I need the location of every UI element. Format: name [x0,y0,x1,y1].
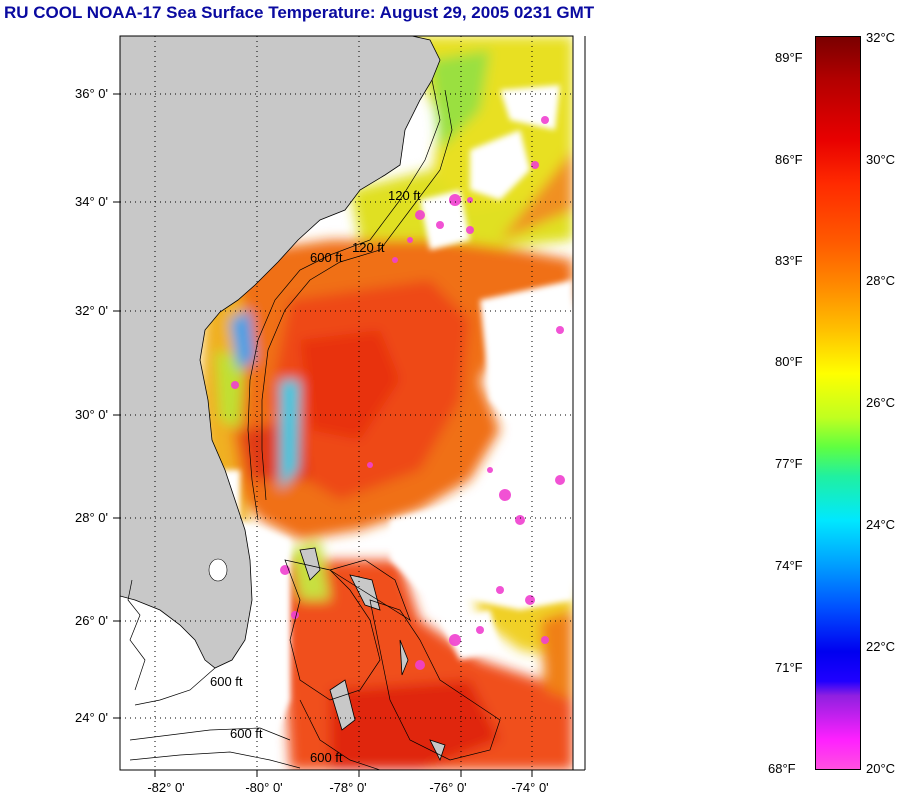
lat-label: 24° 0' [75,710,108,725]
lon-label: -74° 0' [511,780,548,795]
bahamas-islands [299,547,446,762]
contour-labels: 600 ft 120 ft 120 ft 600 ft 600 ft 600 f… [210,188,421,765]
colorbar-c-label: 32°C [866,30,896,45]
colorbar-c-label: 28°C [866,273,896,288]
contour-label: 600 ft [310,750,343,765]
cloud-edge-pixels [231,116,565,670]
lat-label: 28° 0' [75,510,108,525]
colorbar-f-label: 83°F [775,253,803,268]
colorbar-f-label: 71°F [775,660,803,675]
map-title: RU COOL NOAA-17 Sea Surface Temperature:… [4,3,595,22]
colorbar-c-label: 22°C [866,639,896,654]
land-mass [120,36,441,669]
colorbar-f-label: 77°F [775,456,803,471]
colorbar-f-label: 68°F [768,761,796,776]
bathymetry-contours [127,79,501,770]
contour-label: 600 ft [230,726,263,741]
colorbar-c-label: 24°C [866,517,896,532]
colorbar-c-label: 20°C [866,761,896,776]
contour-label: 120 ft [352,240,385,255]
lake-okeechobee [208,558,228,582]
contour-label: 120 ft [388,188,421,203]
contour-label: 600 ft [310,250,343,265]
colorbar-f-label: 74°F [775,558,803,573]
lon-labels: -82° 0' -80° 0' -78° 0' -76° 0' -74° 0' [147,780,548,795]
lat-label: 30° 0' [75,407,108,422]
lat-label: 36° 0' [75,86,108,101]
colorbar-f-label: 89°F [775,50,803,65]
lon-label: -78° 0' [329,780,366,795]
lat-label: 34° 0' [75,194,108,209]
colorbar-c-label: 30°C [866,152,896,167]
lon-label: -76° 0' [429,780,466,795]
lat-ticks [113,93,120,719]
lon-label: -80° 0' [245,780,282,795]
lat-label: 26° 0' [75,613,108,628]
temperature-colorbar [815,36,861,770]
lon-label: -82° 0' [147,780,184,795]
lat-labels: 36° 0' 34° 0' 32° 0' 30° 0' 28° 0' 26° 0… [75,86,108,725]
colorbar-f-label: 86°F [775,152,803,167]
colorbar-c-label: 26°C [866,395,896,410]
grid-lines [120,36,573,770]
lat-label: 32° 0' [75,303,108,318]
lon-ticks [154,770,533,777]
colorbar-f-label: 80°F [775,354,803,369]
contour-label: 600 ft [210,674,243,689]
